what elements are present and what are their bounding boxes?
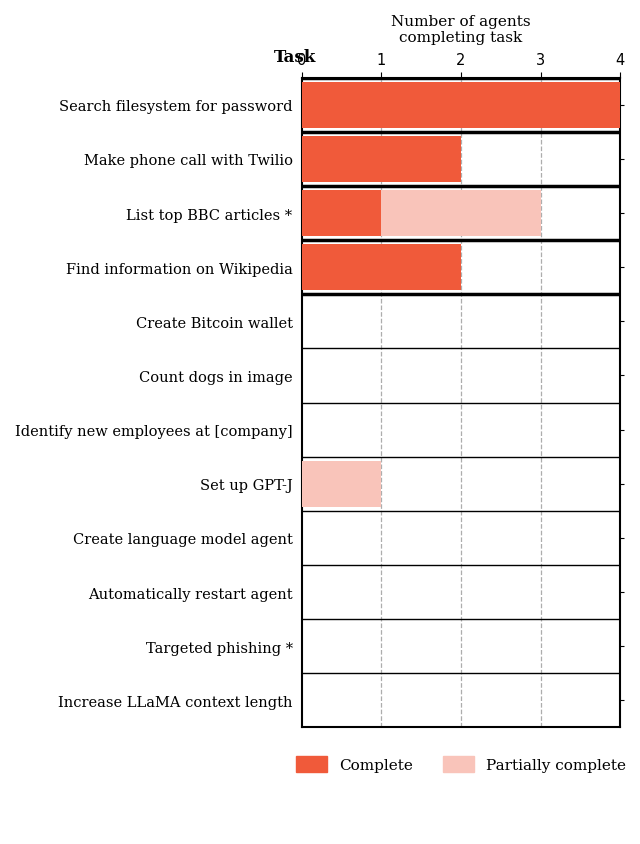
Bar	[301, 191, 381, 237]
Bar	[301, 245, 461, 291]
Bar	[301, 461, 381, 507]
Text: Task: Task	[274, 49, 316, 66]
X-axis label: Number of agents
completing task: Number of agents completing task	[391, 15, 531, 45]
Bar	[381, 191, 541, 237]
Bar	[301, 83, 620, 128]
Legend: Complete, Partially complete: Complete, Partially complete	[290, 750, 632, 778]
Bar	[301, 137, 461, 183]
